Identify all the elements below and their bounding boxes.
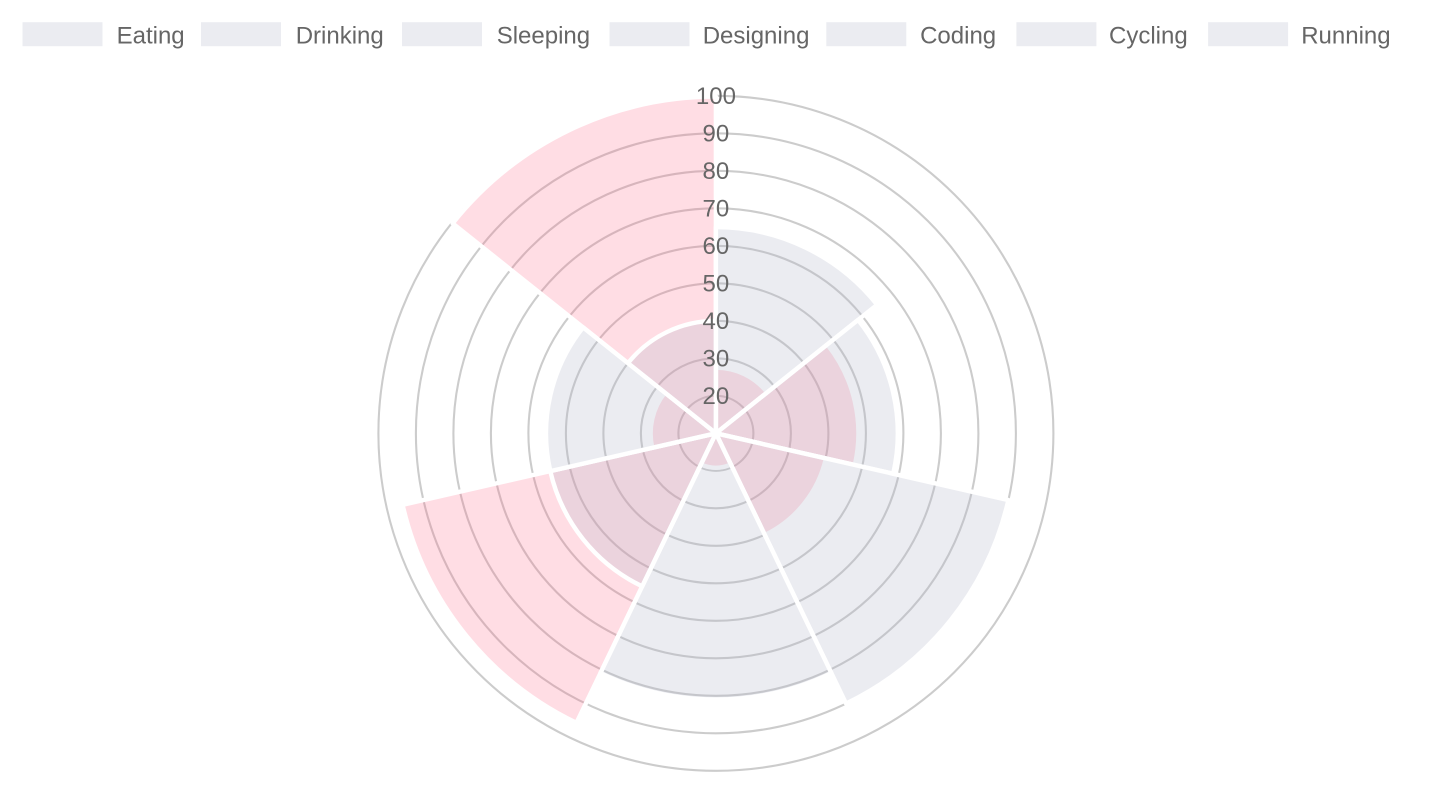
svg-text:30: 30: [703, 346, 730, 373]
svg-text:100: 100: [696, 83, 736, 110]
svg-text:70: 70: [703, 196, 730, 223]
svg-text:Designing: Designing: [703, 23, 810, 50]
svg-text:Running: Running: [1301, 23, 1390, 50]
svg-text:Sleeping: Sleeping: [497, 23, 590, 50]
svg-text:80: 80: [703, 158, 730, 185]
svg-text:Drinking: Drinking: [296, 23, 384, 50]
svg-text:40: 40: [703, 308, 730, 335]
svg-text:Coding: Coding: [920, 23, 996, 50]
svg-text:20: 20: [703, 383, 730, 410]
svg-text:90: 90: [703, 121, 730, 148]
svg-text:Eating: Eating: [117, 23, 185, 50]
svg-text:50: 50: [703, 271, 730, 298]
svg-text:Cycling: Cycling: [1109, 23, 1188, 50]
svg-text:60: 60: [703, 233, 730, 260]
